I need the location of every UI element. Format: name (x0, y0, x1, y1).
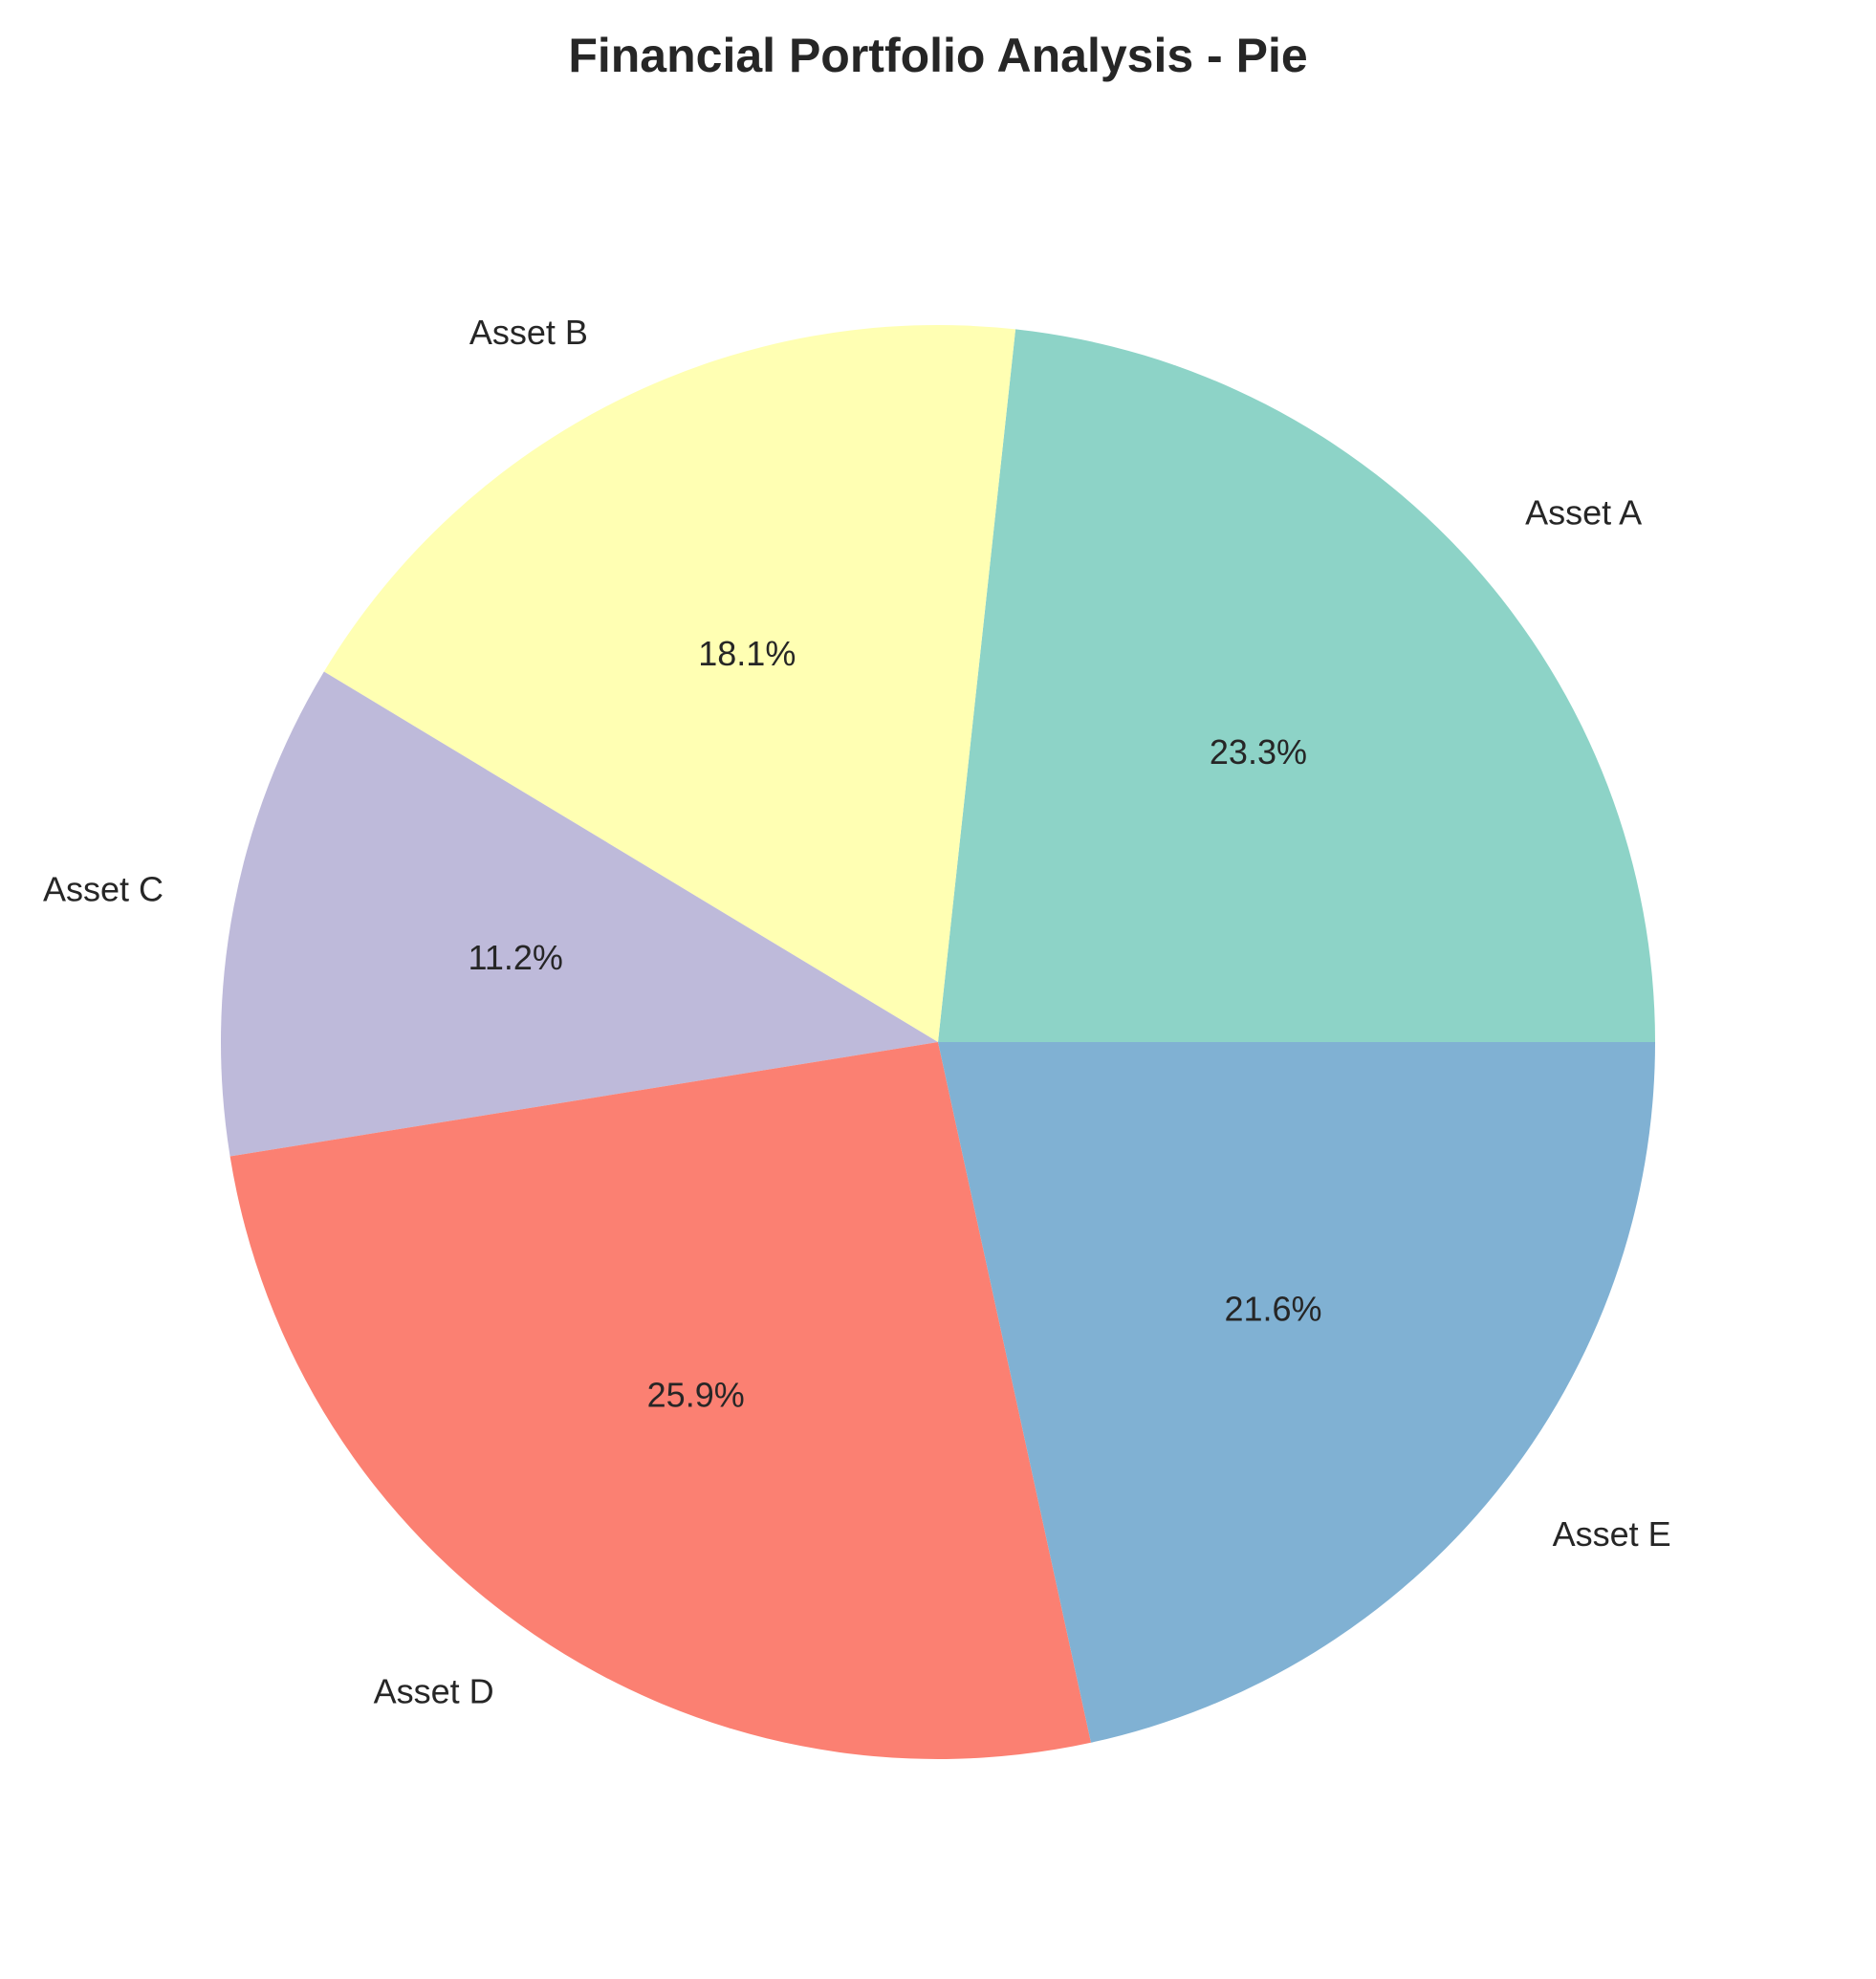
slice-label-asset-e: Asset E (1553, 1514, 1671, 1554)
slice-label-asset-a: Asset A (1525, 493, 1642, 533)
slice-percent-asset-b: 18.1% (698, 634, 796, 673)
slice-percent-asset-c: 11.2% (469, 938, 563, 977)
chart-title: Financial Portfolio Analysis - Pie (568, 29, 1307, 82)
slice-percent-asset-d: 25.9% (647, 1375, 745, 1414)
slice-label-asset-b: Asset B (469, 313, 588, 352)
slice-percent-asset-a: 23.3% (1210, 732, 1307, 772)
pie-slice-asset-b (323, 325, 1016, 1043)
pie-slice-asset-a (938, 329, 1655, 1042)
pie-slices (221, 325, 1656, 1760)
pie-labels: Asset A 23.3% Asset B 18.1% Asset C 11.2% Asse… (43, 313, 1671, 1710)
slice-label-asset-c: Asset C (43, 870, 164, 909)
pie-slice-asset-d (229, 1042, 1091, 1760)
pie-slice-asset-e (938, 1042, 1656, 1743)
pie-slice-asset-c (221, 671, 939, 1157)
slice-label-asset-d: Asset D (374, 1671, 494, 1710)
slice-percent-asset-e: 21.6% (1224, 1290, 1321, 1329)
